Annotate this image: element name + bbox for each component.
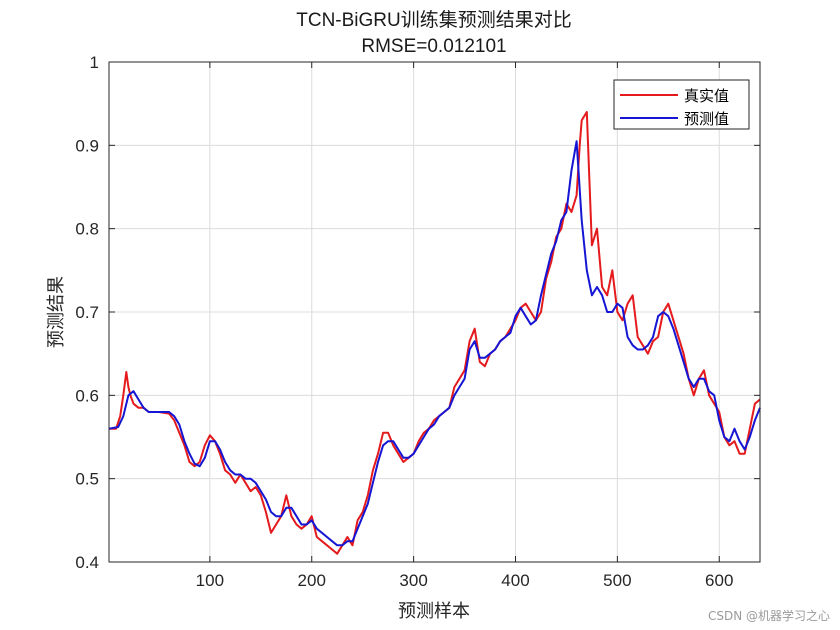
y-tick-label: 0.9 [75, 136, 99, 155]
y-axis-label: 预测结果 [46, 276, 67, 348]
x-tick-label: 300 [399, 571, 427, 590]
x-tick-label: 400 [501, 571, 529, 590]
watermark: CSDN @机器学习之心 [707, 609, 830, 623]
y-tick-label: 0.5 [75, 470, 99, 489]
y-tick-label: 1 [90, 53, 99, 72]
legend-box [613, 79, 750, 130]
series-layer [108, 111, 761, 555]
x-tick-label: 200 [298, 571, 326, 590]
y-tick-label: 0.6 [75, 386, 99, 405]
chart-title: TCN-BiGRU训练集预测结果对比 [296, 9, 572, 31]
legend: 真实值 预测值 [613, 79, 750, 130]
y-tick-label: 0.8 [75, 220, 99, 239]
series-line-pred [108, 140, 761, 547]
x-tick-label: 600 [705, 571, 733, 590]
grid-lines [109, 62, 760, 562]
series-line-true [109, 111, 761, 555]
chart-subtitle: RMSE=0.012101 [361, 36, 506, 57]
x-tick-label: 500 [603, 571, 631, 590]
legend-label-true: 真实值 [684, 87, 729, 105]
y-tick-label: 0.7 [75, 303, 99, 322]
y-tick-label: 0.4 [75, 553, 99, 572]
legend-label-pred: 预测值 [684, 110, 729, 128]
x-axis-label: 预测样本 [398, 601, 470, 622]
x-tick-label: 100 [196, 571, 224, 590]
axis-ticks: 100 200 300 400 500 600 0.4 0.5 0.6 0.7 0.8 0.9 1 [75, 53, 760, 590]
